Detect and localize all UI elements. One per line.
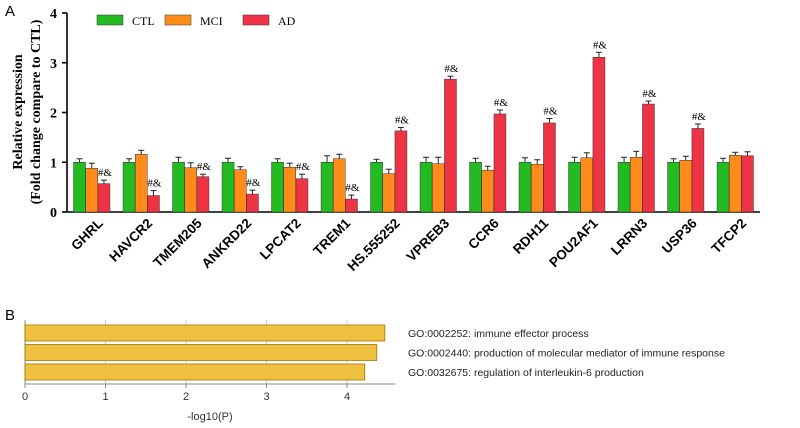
bar-ad <box>295 178 309 213</box>
bar-ctl <box>469 162 482 213</box>
bar-mci <box>184 167 197 213</box>
bar-ctl <box>568 162 581 213</box>
bar-ad <box>196 176 210 213</box>
significance-annotation: #& <box>197 161 212 173</box>
go-bar <box>24 363 366 381</box>
legend-label-ad: AD <box>278 14 296 28</box>
bar-ctl <box>716 162 730 213</box>
go-term-label: GO:0032675: regulation of interleukin-6 … <box>408 367 644 379</box>
bar-mci <box>382 173 395 213</box>
bar-ad <box>543 122 556 213</box>
go-term-label: GO:0002252: immune effector process <box>408 328 589 340</box>
bar-ctl <box>172 162 185 213</box>
x-tick-label: ANKRD22 <box>199 216 255 272</box>
bar-ad <box>592 57 606 213</box>
bar-ctl <box>320 162 334 213</box>
y-axis-title: Relative expression <box>11 54 26 169</box>
x-tick-label: 0 <box>22 391 28 403</box>
x-tick-label: POU2AF1 <box>546 215 601 270</box>
bar-ad <box>147 195 160 213</box>
bar-mci <box>234 169 247 213</box>
significance-annotation: #& <box>296 161 311 173</box>
bar-ad <box>394 130 408 213</box>
bar-mci <box>432 163 445 213</box>
x-tick-label: RDH11 <box>510 215 552 257</box>
bar-mci <box>333 158 346 213</box>
bar-mci <box>630 157 643 213</box>
legend-label-ctl: CTL <box>132 14 155 28</box>
bar-ctl <box>271 162 284 213</box>
bar-ad <box>345 198 358 213</box>
bar-ad <box>691 128 705 213</box>
x-tick-label: LRRN3 <box>608 215 651 258</box>
bar-mci <box>531 163 544 213</box>
bar-ctl <box>370 162 383 213</box>
bar-ctl <box>221 162 235 213</box>
bar-ad <box>97 183 111 213</box>
bar-mci <box>580 157 593 213</box>
significance-annotation: #& <box>345 182 360 194</box>
legend-swatch-ctl <box>96 14 124 26</box>
bar-mci <box>135 154 148 213</box>
significance-annotation: #& <box>543 105 558 117</box>
legend-swatch-mci <box>164 14 192 26</box>
x-tick-label: CCR6 <box>465 215 502 252</box>
x-tick-label: 2 <box>183 391 189 403</box>
x-tick-label: 1 <box>102 391 108 403</box>
x-tick-label: TFCP2 <box>709 216 750 257</box>
bar-ctl <box>518 162 532 213</box>
bar-ctl <box>122 162 136 213</box>
go-term-label: GO:0002440: production of molecular medi… <box>408 348 725 360</box>
x-tick-label: TREM1 <box>310 215 353 258</box>
bar-mci <box>679 160 692 213</box>
bar-ad <box>741 155 754 213</box>
bar-mci <box>729 155 742 213</box>
bar-ad <box>642 103 655 213</box>
x-tick-label: VPREB3 <box>404 215 453 264</box>
x-tick-label: 3 <box>263 391 269 403</box>
significance-annotation: #& <box>692 111 707 123</box>
legend-label-mci: MCI <box>200 14 223 28</box>
significance-annotation: #& <box>147 178 162 190</box>
bar-ctl <box>617 162 631 213</box>
legend-swatch-ad <box>242 14 270 26</box>
bar-ctl <box>73 162 86 213</box>
bar-mci <box>283 166 296 213</box>
go-bar <box>24 324 386 342</box>
significance-annotation: #& <box>642 88 657 100</box>
y-tick-label: 1 <box>50 156 57 171</box>
bar-ctl <box>419 162 433 213</box>
x-tick-label: GHRL <box>68 216 106 254</box>
y-tick-label: 0 <box>50 206 57 221</box>
significance-annotation: #& <box>444 63 459 75</box>
chart-a-expression: 0 1 2 3 4 Relative expression (Fold change com… <box>11 7 760 274</box>
x-tick-label: USP36 <box>659 215 700 256</box>
x-tick-label: 4 <box>344 391 350 403</box>
x-tick-label: HAVCR2 <box>106 216 155 265</box>
significance-annotation: #& <box>246 177 261 189</box>
bar-ad <box>246 193 259 213</box>
y-tick-label: 3 <box>50 57 57 72</box>
y-tick-label: 2 <box>50 107 57 122</box>
bar-ad <box>493 113 507 213</box>
bar-mci <box>481 169 494 213</box>
y-tick-label: 4 <box>50 7 57 22</box>
significance-annotation: #& <box>395 114 410 126</box>
go-bar <box>24 344 378 361</box>
x-axis-title: -log10(P) <box>187 411 232 423</box>
panel-a-label: A <box>5 3 15 20</box>
bar-ad <box>444 78 457 213</box>
y-axis-title-line2: (Fold change compare to CTL) <box>29 19 44 204</box>
bar-ctl <box>667 162 680 213</box>
chart-b-go-enrichment: GO:0002252: immune effector process GO:00… <box>22 320 725 423</box>
significance-annotation: #& <box>494 97 509 109</box>
bar-mci <box>85 167 98 213</box>
x-tick-label: LPCAT2 <box>257 216 304 263</box>
x-tick-label: HS.555252 <box>344 216 402 274</box>
panel-b-label: B <box>5 307 15 324</box>
significance-annotation: #& <box>98 167 113 179</box>
x-tick-label: TMEM205 <box>150 215 205 270</box>
significance-annotation: #& <box>593 39 608 51</box>
